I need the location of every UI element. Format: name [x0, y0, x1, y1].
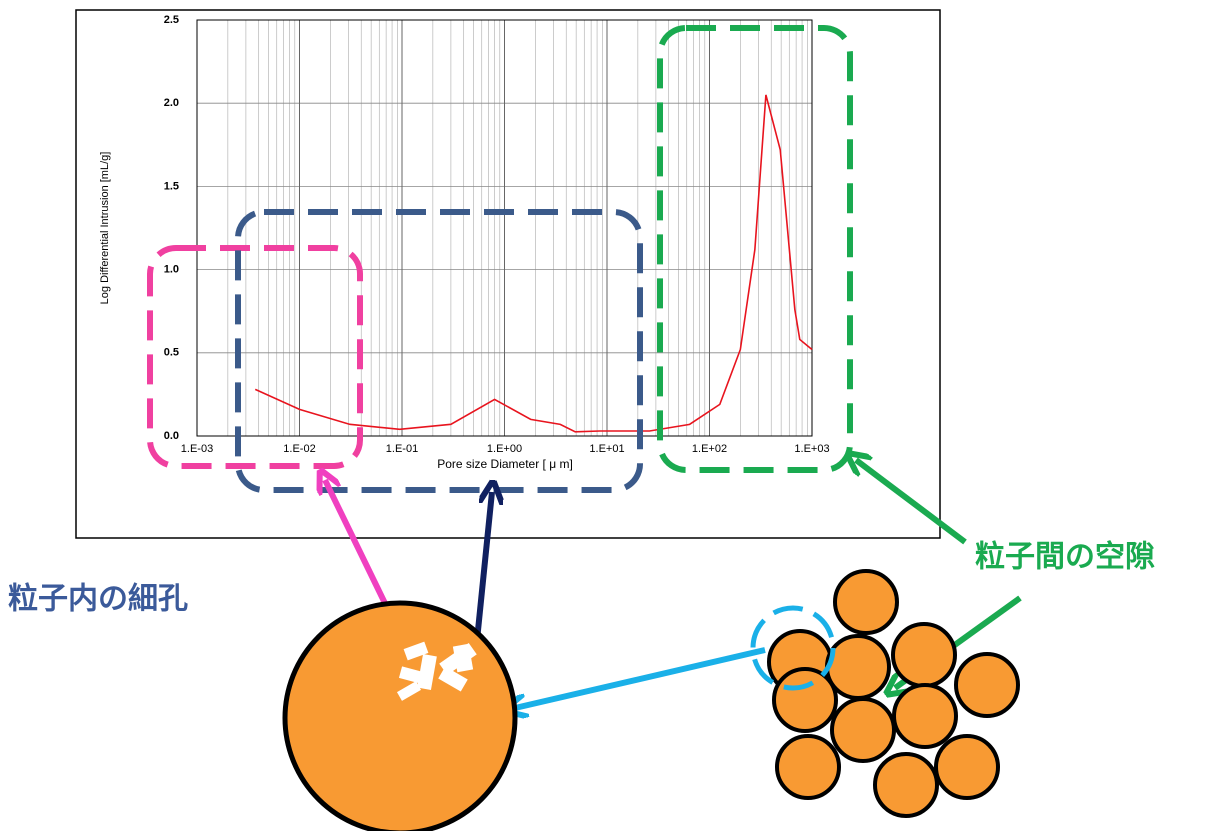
- x-tick-label: 1.E-03: [181, 443, 213, 455]
- y-tick-label: 2.0: [164, 97, 179, 109]
- particle: [285, 603, 515, 831]
- figure: 0.0 0.5 1.0 1.5 2.0 2.5 1.E-03 1.E-02 1.E-01 1.E+…: [0, 0, 1232, 831]
- y-tick-label: 1.0: [164, 264, 179, 276]
- particle-cluster: [769, 571, 1018, 816]
- x-tick-label: 1.E+03: [794, 443, 829, 455]
- x-axis-label: Pore size Diameter [ μ m]: [437, 457, 573, 471]
- y-tick-label: 2.5: [164, 14, 179, 26]
- x-tick-label: 1.E+02: [692, 443, 727, 455]
- arrow: [515, 650, 765, 708]
- annotation: 粒子間の空隙: [975, 540, 1155, 575]
- x-tick-label: 1.E+01: [589, 443, 624, 455]
- y-tick-label: 1.5: [164, 180, 179, 192]
- x-tick-label: 1.E-01: [386, 443, 418, 455]
- y-tick-label: 0.5: [164, 347, 179, 359]
- y-axis-label: Log Differential Intrusion [mL/g]: [99, 152, 111, 305]
- annotation: 粒子内の細孔: [8, 582, 188, 617]
- x-tick-label: 1.E-02: [283, 443, 315, 455]
- y-tick-label: 0.0: [164, 430, 179, 442]
- x-tick-label: 1.E+00: [487, 443, 522, 455]
